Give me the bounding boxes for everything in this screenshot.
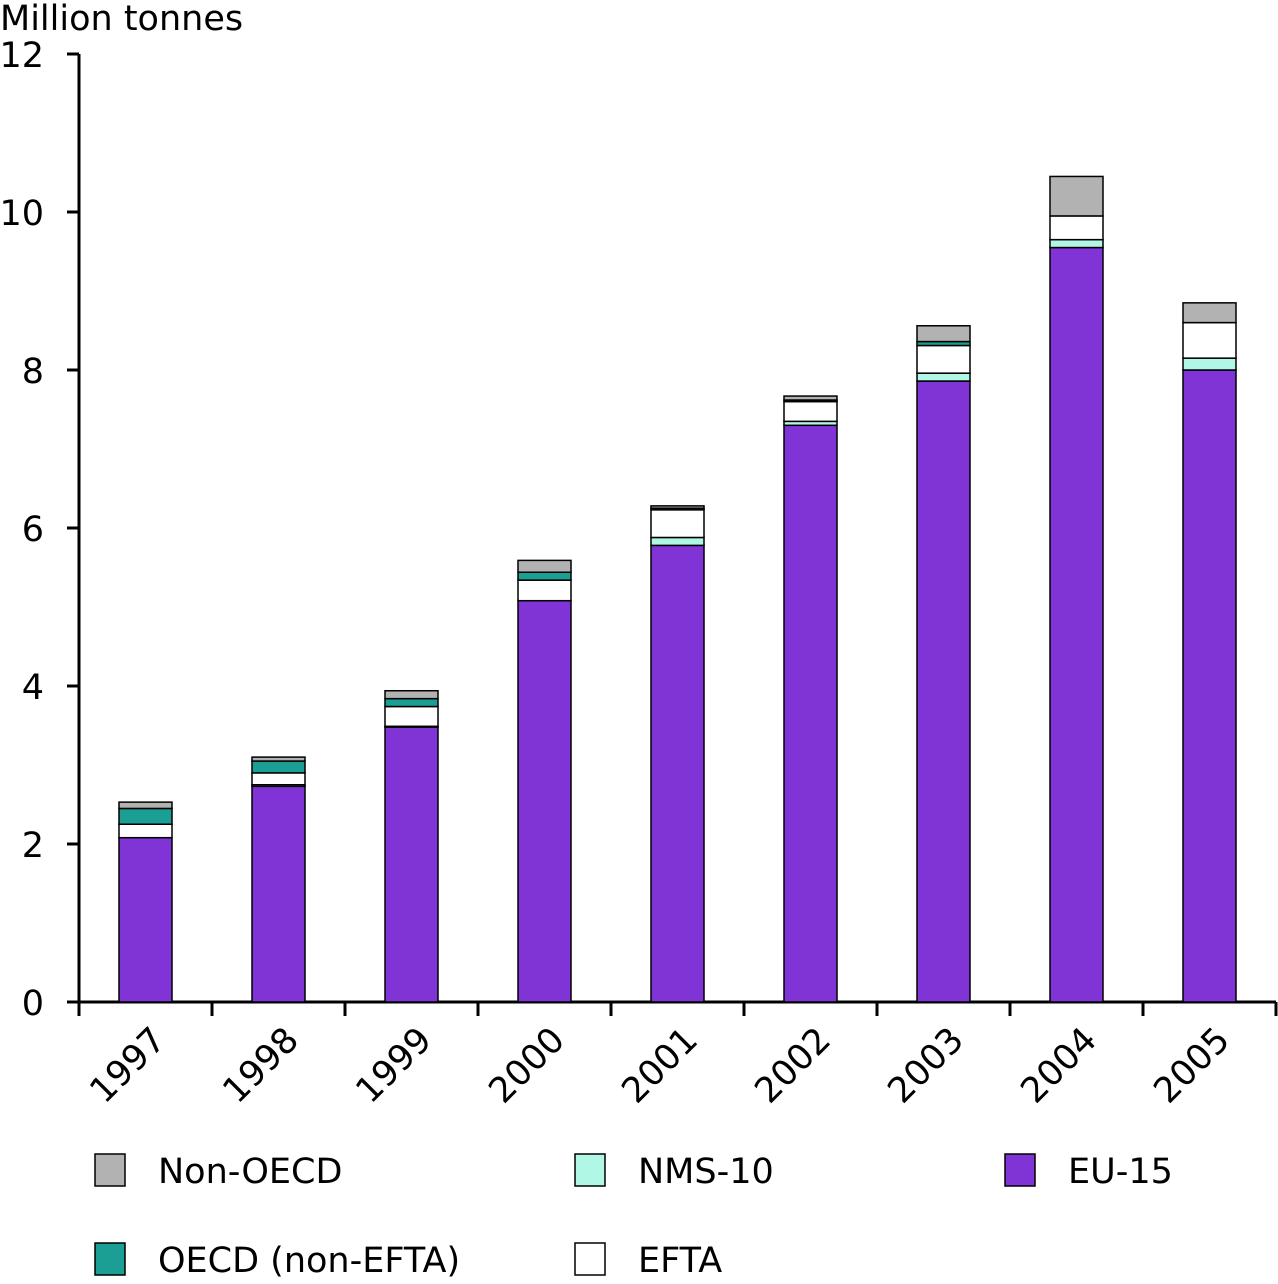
x-tick-label-1999: 1999 [349, 1020, 440, 1111]
bar-2000-efta [517, 579, 572, 602]
bar-2003-nms-10 [916, 372, 971, 382]
x-tick-label-2003: 2003 [881, 1020, 972, 1111]
legend-item-efta: EFTA [574, 1241, 722, 1281]
bar-2003-eu-15 [916, 380, 971, 1003]
y-tick-label: 12 [0, 36, 44, 76]
y-tick-label: 0 [22, 984, 44, 1024]
bar-2000-oecd-non-efta [517, 571, 572, 581]
x-axis: 1997 1998 1999 2000 2001 2002 2003 2004 2005 [77, 1000, 1278, 1111]
bar-2004-nms-10 [1049, 238, 1104, 249]
bar-2003-non-oecd [916, 325, 971, 343]
legend-swatch-non-oecd [94, 1153, 126, 1187]
bar-1997-eu-15 [118, 836, 173, 1003]
bar-2000-eu-15 [517, 599, 572, 1003]
bar-1998-oecd-non-efta [251, 760, 306, 774]
legend-swatch-oecd-non-efta [94, 1242, 126, 1276]
x-tick-label-2005: 2005 [1147, 1020, 1238, 1111]
y-tick-label: 4 [22, 668, 44, 708]
legend-label-non-oecd: Non-OECD [158, 1152, 342, 1192]
legend-swatch-eu-15 [1004, 1153, 1036, 1187]
y-axis: 0 2 4 6 8 10 12 [0, 36, 81, 1024]
bars [118, 175, 1237, 1003]
bar-1998-non-oecd [251, 756, 306, 762]
legend-item-oecd-non-efta: OECD (non-EFTA) [94, 1241, 460, 1281]
bar-2005-efta [1182, 321, 1237, 359]
bar-2004-eu-15 [1049, 246, 1104, 1003]
bar-1997-oecd-non-efta [118, 807, 173, 826]
bar-2003-efta [916, 344, 971, 374]
bar-2001-nms-10 [650, 536, 705, 547]
bar-2005-eu-15 [1182, 369, 1237, 1003]
legend-label-oecd-non-efta: OECD (non-EFTA) [158, 1241, 460, 1280]
legend-item-non-oecd: Non-OECD [94, 1152, 342, 1192]
bar-1998-efta [251, 772, 306, 786]
y-tick-label: 8 [22, 352, 44, 392]
y-tick-label: 10 [0, 194, 44, 234]
bar-2000-non-oecd [517, 559, 572, 573]
bar-1999-non-oecd [384, 689, 439, 700]
legend-label-nms-10: NMS-10 [638, 1152, 774, 1192]
bar-2001-non-oecd [650, 505, 705, 510]
x-tick-label-2002: 2002 [748, 1020, 839, 1111]
x-tick-label-2001: 2001 [615, 1020, 706, 1111]
x-tick-label-2004: 2004 [1014, 1020, 1105, 1111]
legend-swatch-nms-10 [574, 1153, 606, 1187]
bar-2001-eu-15 [650, 544, 705, 1003]
y-tick-label: 2 [22, 826, 44, 866]
y-axis-label: Million tonnes [0, 0, 243, 39]
legend-item-eu-15: EU-15 [1004, 1152, 1173, 1192]
legend-label-eu-15: EU-15 [1068, 1152, 1173, 1192]
bar-2005-nms-10 [1182, 357, 1237, 371]
bar-1997-efta [118, 823, 173, 839]
x-tick-label-1998: 1998 [216, 1020, 307, 1111]
bar-2001-efta [650, 509, 705, 539]
legend-label-efta: EFTA [638, 1241, 722, 1280]
bar-2004-efta [1049, 215, 1104, 241]
bar-1999-eu-15 [384, 726, 439, 1003]
legend: Non-OECD NMS-10 EU-15 OECD (non-EFTA) EFTA [94, 1152, 1173, 1281]
y-tick-label: 6 [22, 510, 44, 550]
bar-2004-non-oecd [1049, 175, 1104, 217]
bar-1999-efta [384, 705, 439, 728]
bar-2002-efta [783, 400, 838, 423]
bar-2005-non-oecd [1182, 302, 1237, 324]
bar-2002-eu-15 [783, 424, 838, 1003]
bar-1998-eu-15 [251, 785, 306, 1003]
legend-swatch-efta [574, 1242, 606, 1276]
bar-1999-oecd-non-efta [384, 697, 439, 708]
bar-2002-non-oecd [783, 395, 838, 401]
x-tick-label-1997: 1997 [83, 1020, 174, 1111]
bar-1997-non-oecd [118, 801, 173, 810]
legend-item-nms-10: NMS-10 [574, 1152, 774, 1192]
x-tick-label-2000: 2000 [482, 1020, 573, 1111]
